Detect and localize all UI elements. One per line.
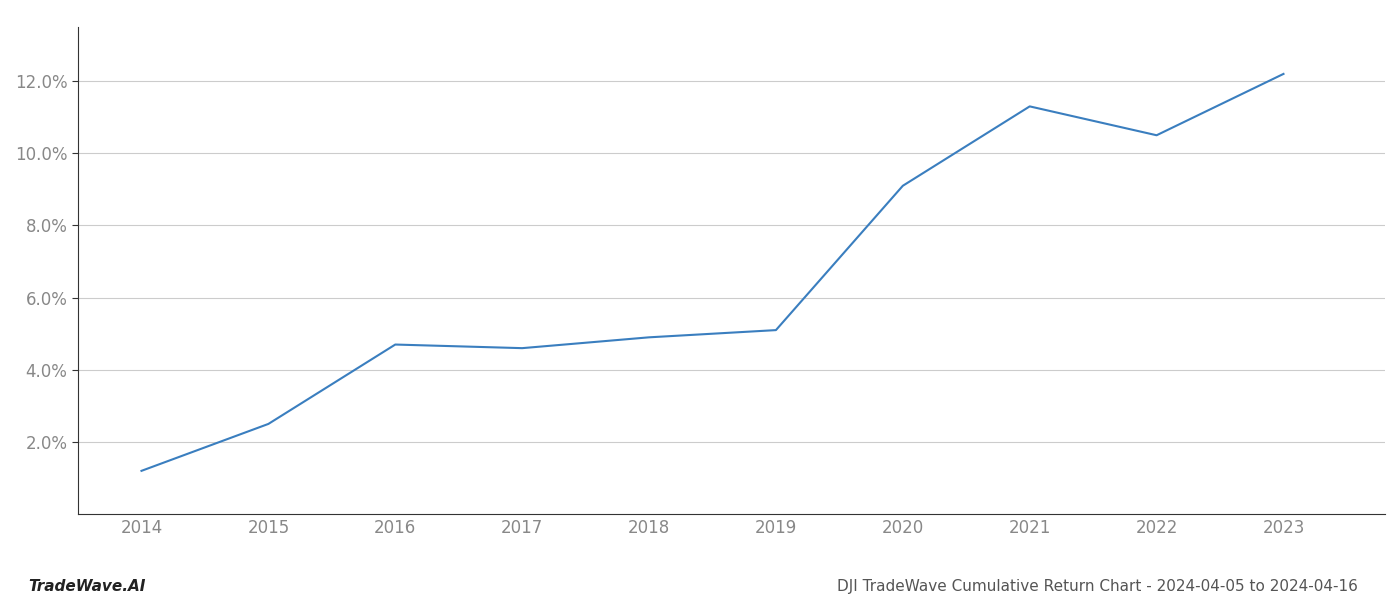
Text: DJI TradeWave Cumulative Return Chart - 2024-04-05 to 2024-04-16: DJI TradeWave Cumulative Return Chart - …	[837, 579, 1358, 594]
Text: TradeWave.AI: TradeWave.AI	[28, 579, 146, 594]
